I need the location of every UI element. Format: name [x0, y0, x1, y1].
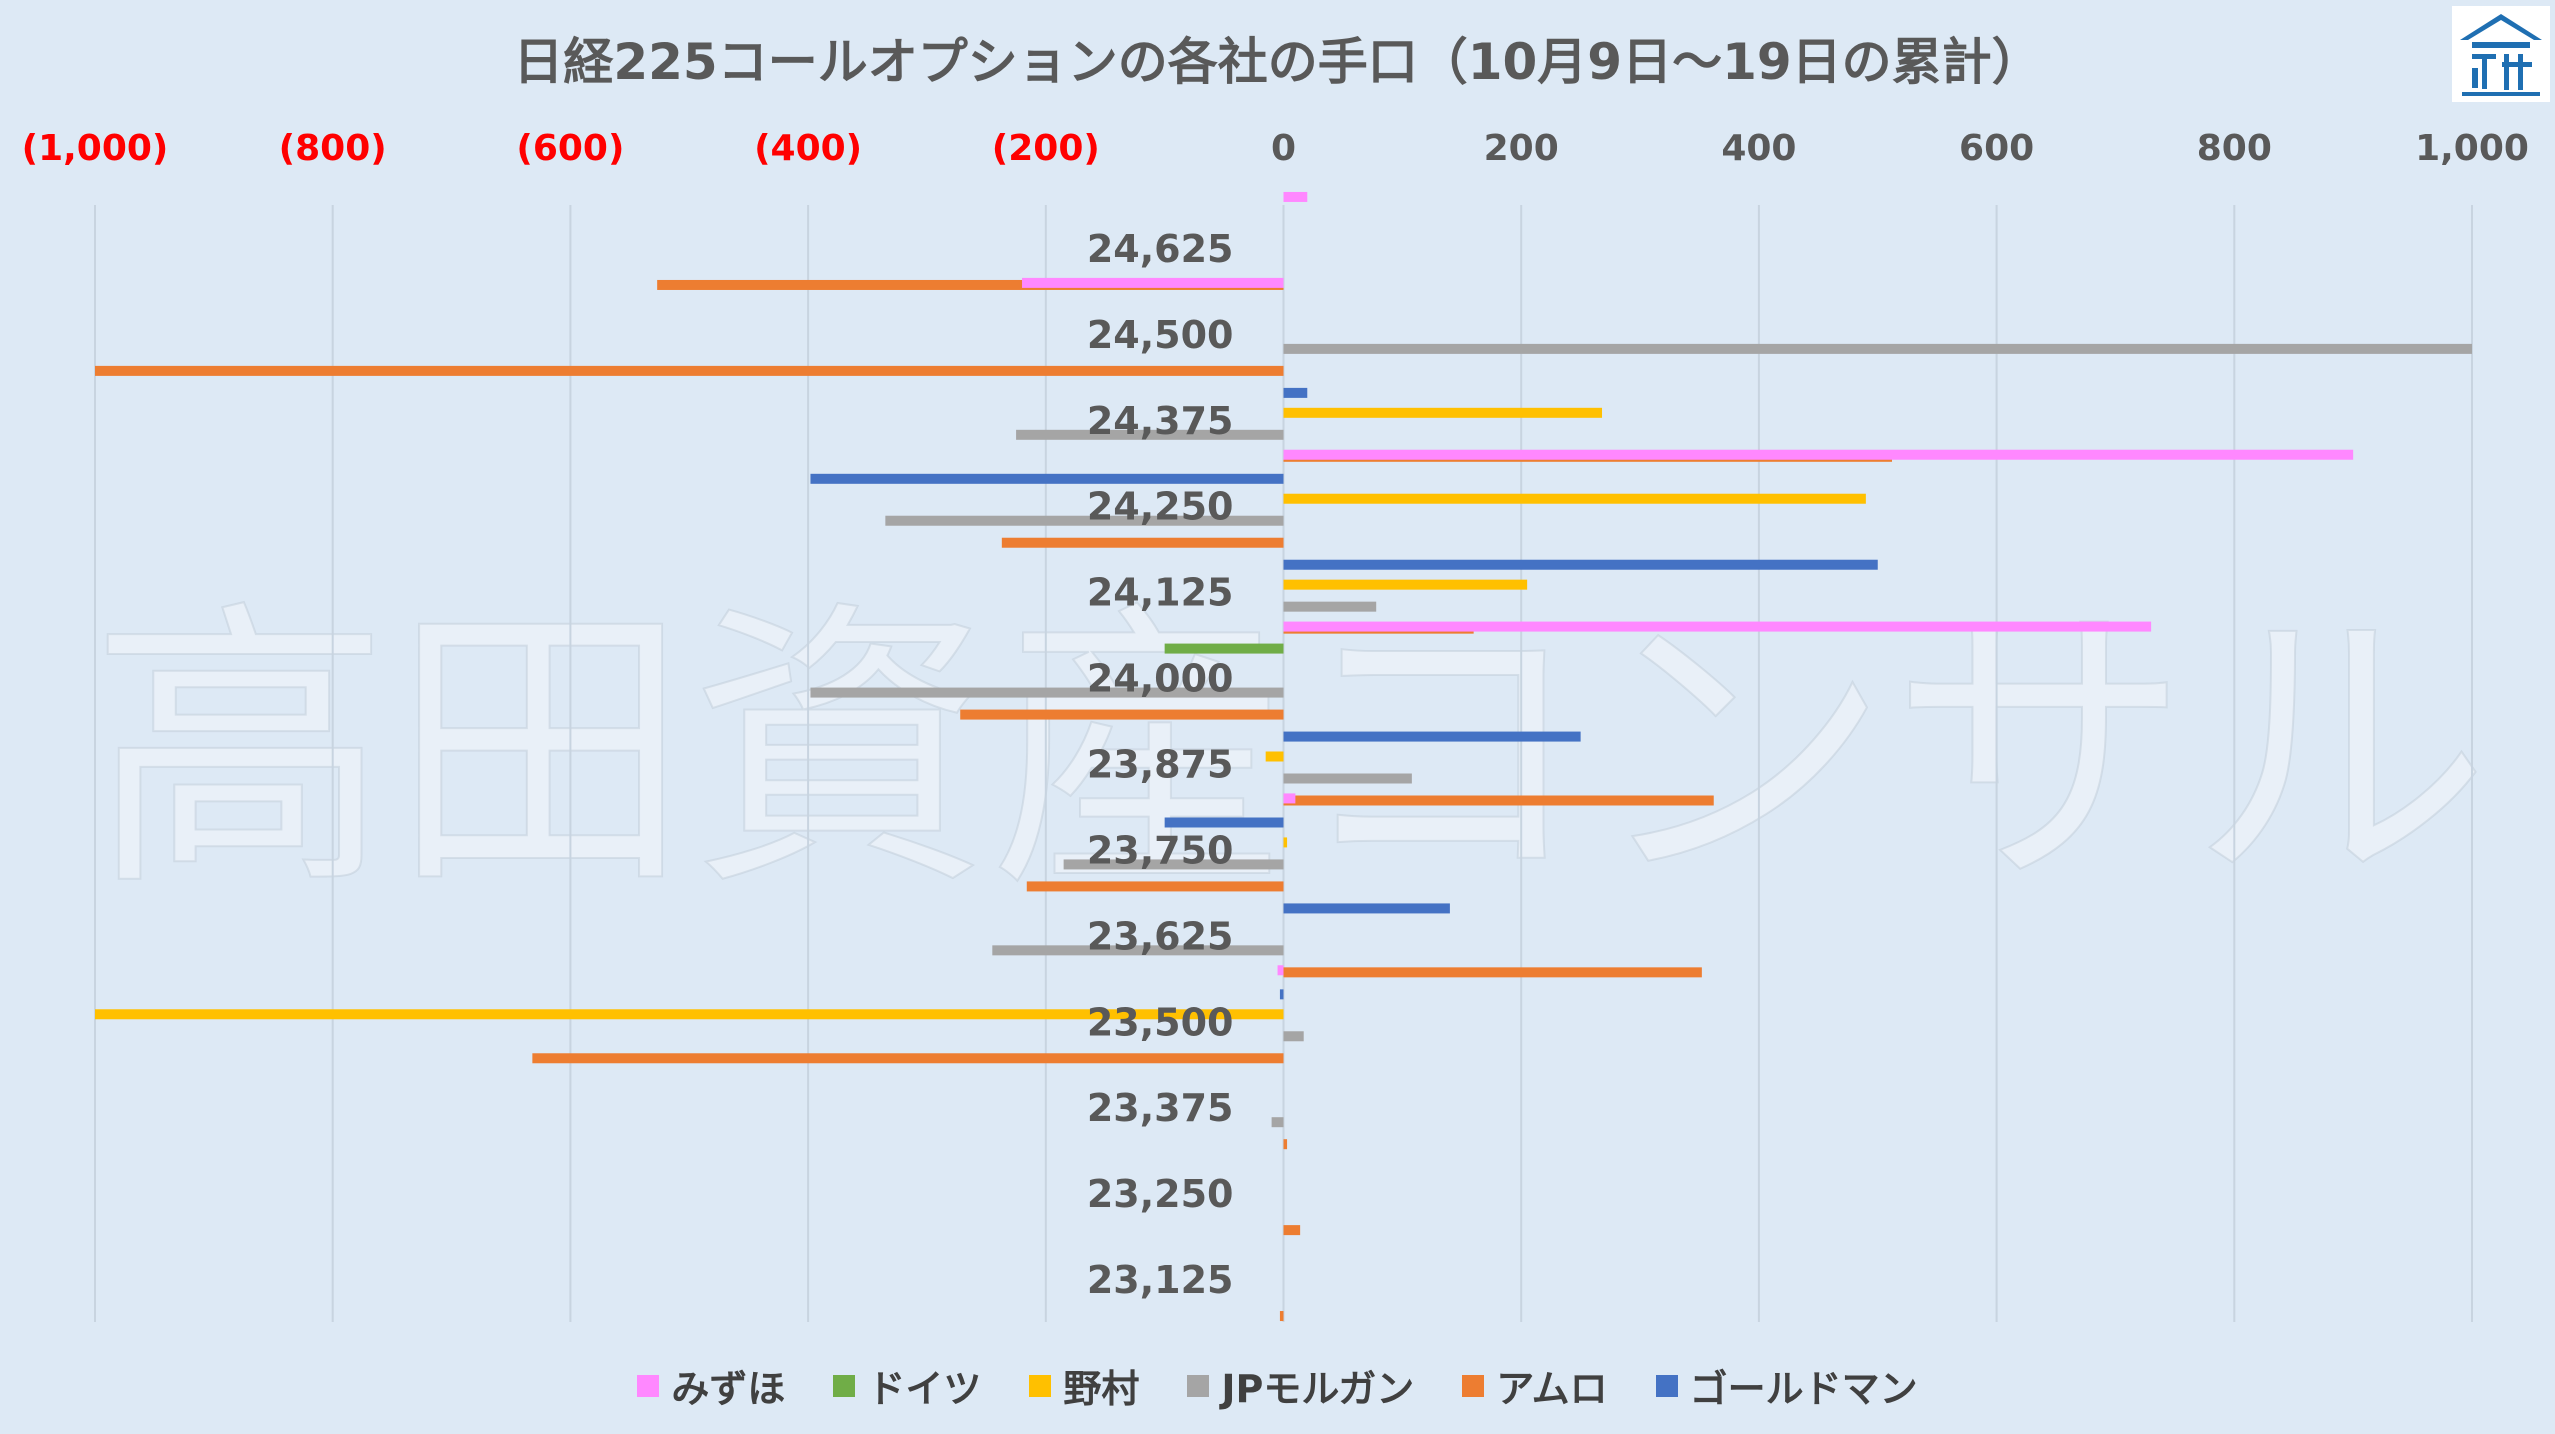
bar	[1283, 731, 1581, 742]
category-label: 24,250	[1087, 485, 1234, 529]
bar	[1265, 751, 1284, 762]
legend-swatch	[637, 1374, 660, 1397]
x-tick-label: 0	[1271, 128, 1296, 169]
x-tick-label: (1,000)	[22, 128, 169, 169]
legend-label: 野村	[1063, 1367, 1140, 1411]
category-label: 24,625	[1087, 227, 1234, 271]
x-tick-label: 400	[1721, 128, 1796, 169]
category-label: 23,625	[1087, 914, 1234, 958]
x-tick-label: 200	[1484, 128, 1559, 169]
bar	[1283, 795, 1714, 806]
company-logo	[2452, 6, 2550, 102]
x-tick-label: 800	[2197, 128, 2272, 169]
bar	[1283, 1031, 1304, 1042]
category-label: 23,125	[1087, 1258, 1234, 1302]
bar	[1022, 277, 1284, 288]
category-label: 23,375	[1087, 1086, 1234, 1130]
bar	[95, 365, 1284, 376]
x-tick-label: 600	[1959, 128, 2034, 169]
bar	[1271, 1117, 1284, 1128]
bar	[992, 945, 1284, 956]
x-tick-label: (800)	[279, 128, 387, 169]
legend: みずほ ドイツ 野村 JPモルガン アムロ ゴールドマン	[0, 1358, 2555, 1413]
bar	[1063, 859, 1284, 870]
bar	[1283, 967, 1702, 978]
bar	[1283, 1139, 1288, 1150]
bar	[95, 1009, 1284, 1020]
bar	[1016, 429, 1284, 440]
legend-swatch	[1655, 1374, 1678, 1397]
bar	[1283, 343, 2472, 354]
bar	[885, 515, 1284, 526]
category-label: 24,500	[1087, 313, 1234, 357]
legend-label: JPモルガン	[1221, 1367, 1415, 1411]
legend-item: ドイツ	[833, 1358, 981, 1413]
bar	[1283, 1225, 1301, 1236]
legend-item: JPモルガン	[1187, 1358, 1414, 1413]
bar	[532, 1053, 1284, 1064]
bar	[1277, 965, 1284, 976]
x-tick-label: (200)	[992, 128, 1100, 169]
bar	[810, 687, 1284, 698]
bar	[1283, 191, 1308, 202]
bar	[657, 279, 1284, 290]
bar	[1283, 773, 1412, 784]
bar	[1283, 621, 2152, 632]
bar	[960, 709, 1284, 720]
x-tick-label: 1,000	[2415, 128, 2529, 169]
bar	[1001, 537, 1284, 548]
bar	[1283, 493, 1866, 504]
bar	[1283, 837, 1288, 848]
bars	[95, 191, 2472, 1322]
bar	[1283, 793, 1296, 804]
watermark: 高田資産コンサル	[90, 577, 2490, 926]
bar	[1283, 559, 1878, 570]
legend-label: みずほ	[671, 1367, 786, 1411]
bar	[1283, 449, 2354, 460]
category-label: 23,250	[1087, 1172, 1234, 1216]
category-label: 23,500	[1087, 1000, 1234, 1044]
legend-swatch	[833, 1374, 856, 1397]
legend-item: 野村	[1029, 1358, 1139, 1413]
bar	[1283, 387, 1308, 398]
x-tick-labels: (1,000) (800) (600) (400) (200) 0 200 400 600 800…	[22, 128, 2529, 169]
bar	[1283, 579, 1528, 590]
bar	[1026, 881, 1284, 892]
bar	[1279, 989, 1284, 1000]
bar	[1283, 903, 1450, 914]
bar	[1283, 601, 1377, 612]
legend-label: アムロ	[1496, 1367, 1608, 1411]
bar	[1279, 1311, 1284, 1322]
category-label: 24,375	[1087, 399, 1234, 443]
legend-label: ドイツ	[867, 1367, 982, 1411]
category-label: 24,000	[1087, 657, 1234, 701]
legend-item: アムロ	[1462, 1358, 1608, 1413]
legend-swatch	[1029, 1374, 1052, 1397]
bar	[1164, 643, 1284, 654]
legend-item: ゴールドマン	[1655, 1358, 1918, 1413]
chart-title: 日経225コールオプションの各社の手口（10月9日～19日の累計）	[513, 33, 2042, 91]
category-labels: 24,625 24,500 24,375 24,250 24,125 24,000 23,8…	[1087, 227, 1234, 1302]
legend-label: ゴールドマン	[1689, 1367, 1918, 1411]
legend-swatch	[1187, 1374, 1210, 1397]
category-label: 24,125	[1087, 571, 1234, 615]
legend-item: みずほ	[637, 1358, 785, 1413]
bar	[810, 473, 1284, 484]
legend-swatch	[1462, 1374, 1485, 1397]
category-label: 23,750	[1087, 828, 1234, 872]
bar	[1283, 407, 1603, 418]
x-tick-label: (600)	[516, 128, 624, 169]
x-tick-label: (400)	[754, 128, 862, 169]
gridlines	[94, 205, 2473, 1322]
category-label: 23,875	[1087, 743, 1234, 787]
bar	[1164, 817, 1284, 828]
